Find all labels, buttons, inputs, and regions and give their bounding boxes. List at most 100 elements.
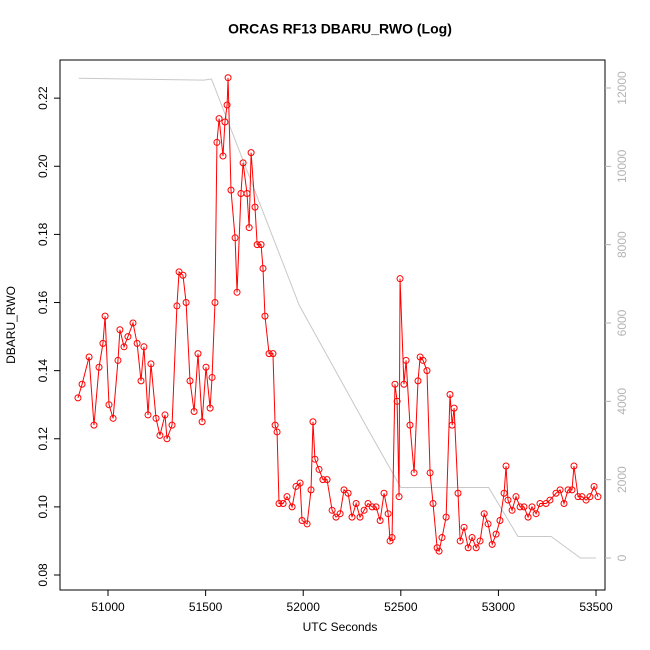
data-point [564,486,572,494]
data-point [275,499,283,507]
chart-title: ORCAS RF13 DBARU_RWO (Log) [228,21,452,37]
data-point [190,408,198,416]
y2-tick-label: 4000 [615,388,629,415]
data-point [163,435,171,443]
data-point [101,312,109,320]
data-point [556,486,564,494]
y-tick-label: 0.16 [36,291,50,315]
data-point [542,499,550,507]
data-point [414,377,422,385]
series-line [78,77,597,559]
x-tick-label: 51500 [189,600,223,614]
data-point [315,465,323,473]
y2-tick-label: 0 [615,554,629,561]
data-point [376,517,384,525]
y2-tick-label: 2000 [615,466,629,493]
data-point [296,479,304,487]
data-point [496,517,504,525]
data-point [433,544,441,552]
data-point [133,339,141,347]
data-point [391,380,399,388]
x-tick-label: 53000 [482,600,516,614]
data-point [426,469,434,477]
data-point [480,510,488,518]
data-point [560,499,568,507]
data-point [239,159,247,167]
data-point [340,486,348,494]
data-point [257,241,265,249]
data-point [380,489,388,497]
data-point [233,288,241,296]
data-point [448,421,456,429]
data-point [283,493,291,501]
data-point [360,506,368,514]
data-point [402,356,410,364]
data-point [144,411,152,419]
data-point [368,503,376,511]
data-point [219,152,227,160]
x-tick-label: 53500 [579,600,613,614]
data-point [137,377,145,385]
data-point [251,203,259,211]
y-tick-label: 0.22 [36,86,50,110]
data-point [124,333,132,341]
data-point [114,356,122,364]
data-point [395,493,403,501]
data-point [206,404,214,412]
data-point [271,421,279,429]
data-point [265,350,273,358]
data-point [307,486,315,494]
data-point [328,506,336,514]
data-point [319,476,327,484]
data-point [245,224,253,232]
data-point [186,377,194,385]
data-point [406,421,414,429]
data-point [393,397,401,405]
data-point [182,299,190,307]
data-point [147,360,155,368]
data-point [419,356,427,364]
data-point [524,513,532,521]
data-point [120,343,128,351]
data-point [423,367,431,375]
data-point [85,353,93,361]
data-point [410,469,418,477]
data-point [552,489,560,497]
data-point [400,380,408,388]
y2-tick-label: 12000 [615,71,629,105]
data-point [488,540,496,548]
data-point [546,496,554,504]
data-point [215,115,223,123]
data-point [502,462,510,470]
data-point [516,503,524,511]
data-point [464,544,472,552]
data-point [372,503,380,511]
data-point [208,373,216,381]
data-point [168,421,176,429]
data-point [243,190,251,198]
data-point [173,302,181,310]
data-point [129,319,137,327]
data-point [364,499,372,507]
data-point [253,241,261,249]
data-point [105,401,113,409]
data-point [512,493,520,501]
data-point [532,510,540,518]
data-point [388,534,396,542]
data-point [227,186,235,194]
data-point [570,462,578,470]
plot-frame [59,59,606,591]
x-tick-label: 52000 [287,600,321,614]
y-tick-label: 0.18 [36,222,50,246]
data-point [202,363,210,371]
y2-tick-label: 6000 [615,309,629,336]
data-point [311,455,319,463]
data-point [303,520,311,528]
data-point [594,493,602,501]
data-point [574,493,582,501]
data-point [140,343,148,351]
data-point [446,390,454,398]
data-point [442,513,450,521]
data-point [356,513,364,521]
